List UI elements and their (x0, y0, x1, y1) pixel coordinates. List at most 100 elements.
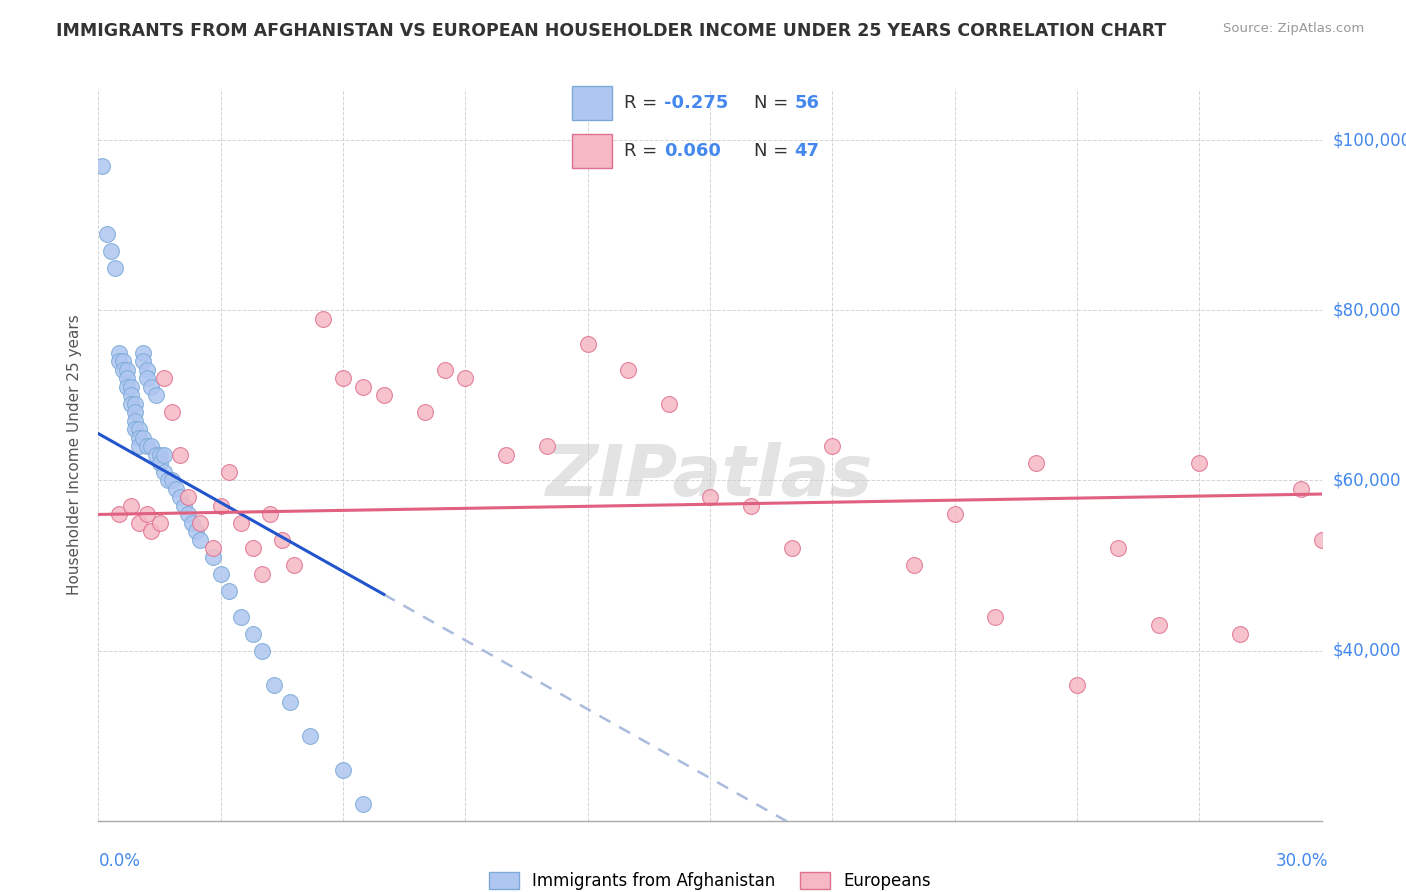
Text: R =: R = (624, 94, 664, 112)
Point (218, 584, 240, 599)
Point (149, 448, 172, 462)
Point (1025, 457, 1047, 471)
Text: 56: 56 (794, 94, 820, 112)
Point (373, 388, 395, 402)
Text: N =: N = (754, 94, 794, 112)
Point (188, 533, 212, 547)
Point (312, 311, 335, 326)
Point (115, 371, 138, 385)
Point (270, 533, 294, 547)
Point (201, 549, 224, 564)
Point (136, 508, 159, 522)
Point (259, 508, 281, 522)
Point (100, 244, 122, 258)
Point (128, 431, 150, 445)
Text: 0.0%: 0.0% (98, 852, 141, 870)
Point (536, 439, 558, 453)
Point (124, 414, 146, 428)
Point (173, 499, 195, 513)
Point (111, 354, 134, 368)
Point (283, 558, 305, 573)
Point (984, 609, 1007, 624)
Point (120, 397, 142, 411)
Text: $40,000: $40,000 (1333, 641, 1402, 659)
Point (152, 371, 174, 385)
Text: 47: 47 (794, 142, 820, 161)
Point (115, 380, 138, 394)
Point (152, 448, 174, 462)
Point (132, 354, 155, 368)
Point (120, 380, 142, 394)
Point (780, 541, 803, 556)
Text: $60,000: $60,000 (1333, 472, 1402, 490)
Point (299, 729, 322, 743)
Point (242, 626, 264, 640)
Point (177, 508, 200, 522)
Text: 30.0%: 30.0% (1277, 852, 1329, 870)
Point (120, 499, 142, 513)
Text: N =: N = (754, 142, 794, 161)
Point (1147, 618, 1170, 632)
Point (128, 422, 150, 436)
Point (373, 830, 395, 845)
Point (699, 491, 721, 505)
Text: IMMIGRANTS FROM AFGHANISTAN VS EUROPEAN HOUSEHOLDER INCOME UNDER 25 YEARS CORREL: IMMIGRANTS FROM AFGHANISTAN VS EUROPEAN … (56, 22, 1167, 40)
Point (136, 371, 159, 385)
Point (495, 448, 517, 462)
Point (115, 363, 138, 377)
Text: $80,000: $80,000 (1333, 301, 1402, 319)
Point (108, 354, 131, 368)
Point (1310, 533, 1333, 547)
Y-axis label: Householder Income Under 25 years: Householder Income Under 25 years (67, 315, 83, 595)
Point (617, 363, 640, 377)
Point (903, 558, 925, 573)
Point (177, 491, 200, 505)
Point (434, 363, 457, 377)
Point (352, 380, 374, 394)
Point (413, 405, 436, 419)
Point (188, 516, 212, 530)
Point (250, 643, 273, 657)
FancyBboxPatch shape (572, 87, 612, 120)
Point (124, 422, 146, 436)
Point (332, 371, 354, 385)
Point (263, 677, 285, 691)
Point (1066, 677, 1088, 691)
Point (943, 508, 966, 522)
Point (124, 405, 146, 419)
Point (169, 491, 191, 505)
Point (231, 516, 253, 530)
Point (1107, 541, 1129, 556)
Point (128, 516, 150, 530)
Point (160, 405, 183, 419)
Point (149, 516, 172, 530)
Point (111, 363, 134, 377)
Point (128, 439, 150, 453)
Point (181, 516, 204, 530)
Point (120, 388, 142, 402)
Point (1229, 626, 1251, 640)
Point (250, 566, 273, 581)
Point (165, 482, 187, 496)
Point (242, 541, 264, 556)
Point (145, 388, 167, 402)
Point (278, 695, 301, 709)
Point (1188, 457, 1211, 471)
Point (136, 439, 159, 453)
Point (160, 474, 183, 488)
Point (152, 465, 174, 479)
Point (454, 371, 477, 385)
Legend: Immigrants from Afghanistan, Europeans: Immigrants from Afghanistan, Europeans (482, 865, 938, 892)
Point (821, 439, 844, 453)
Point (136, 363, 159, 377)
Point (108, 508, 131, 522)
Point (141, 524, 163, 539)
Point (209, 499, 232, 513)
Text: 0.060: 0.060 (665, 142, 721, 161)
Point (124, 397, 146, 411)
Text: ZIPatlas: ZIPatlas (547, 442, 873, 511)
Point (658, 397, 681, 411)
Point (1291, 482, 1313, 496)
Point (149, 457, 172, 471)
Point (352, 797, 374, 811)
